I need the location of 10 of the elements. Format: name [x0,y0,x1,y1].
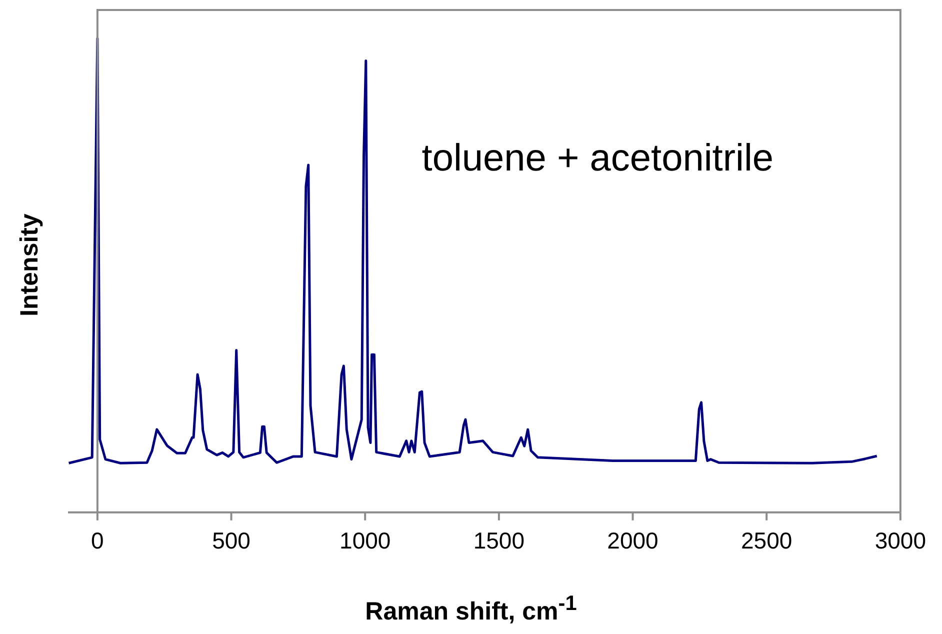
x-tick-label: 3000 [874,528,926,554]
x-tick-label: 0 [91,528,104,554]
x-axis-title: Raman shift, cm$^{-1}$ [364,592,578,626]
x-tick-label: 500 [212,528,250,554]
annotation: toluene + acetonitrile [422,137,774,180]
x-tick-label: 2000 [607,528,658,554]
x-tick-label: 2500 [741,528,792,554]
x-tick-label: 1000 [340,528,391,554]
x-tick-label: 1500 [473,528,525,554]
y-axis-title: Intensity [16,214,44,316]
